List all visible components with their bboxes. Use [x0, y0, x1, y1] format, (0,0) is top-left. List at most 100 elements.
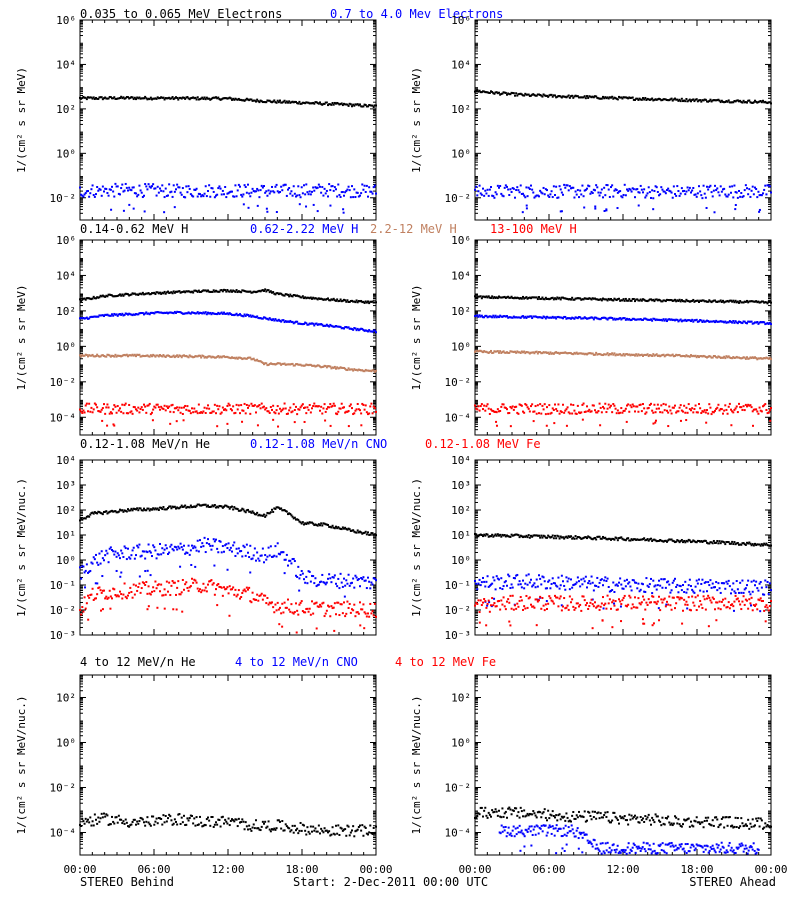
data-point	[186, 355, 189, 358]
data-point	[173, 206, 176, 209]
data-point	[702, 184, 705, 187]
data-point	[301, 323, 304, 326]
data-point	[565, 317, 568, 320]
data-point	[671, 99, 674, 102]
data-point	[301, 572, 304, 575]
data-point	[253, 547, 256, 550]
data-point	[237, 404, 240, 407]
data-point	[739, 99, 742, 102]
data-point	[269, 545, 272, 548]
data-point	[618, 353, 620, 356]
data-point	[266, 410, 269, 413]
data-point	[165, 547, 168, 550]
data-point	[251, 187, 254, 190]
data-point	[364, 300, 367, 303]
data-point	[305, 297, 308, 300]
data-point	[104, 597, 107, 600]
data-point	[542, 351, 545, 354]
data-point	[303, 101, 305, 104]
data-point	[623, 183, 626, 186]
data-point	[606, 318, 609, 321]
y-tick-label: 10⁶	[451, 14, 471, 27]
data-point	[320, 323, 323, 326]
data-point	[168, 505, 171, 508]
data-point	[674, 97, 676, 100]
data-point	[361, 369, 364, 372]
data-point	[655, 298, 658, 301]
data-point	[109, 510, 112, 513]
data-point	[552, 185, 555, 188]
data-point	[216, 193, 219, 196]
data-point	[606, 184, 609, 187]
data-point	[704, 320, 707, 323]
data-point	[331, 524, 334, 527]
data-point	[733, 408, 736, 411]
data-point	[637, 299, 640, 302]
data-point	[330, 324, 333, 327]
data-point	[192, 505, 195, 508]
data-point	[757, 190, 760, 193]
data-point	[709, 300, 712, 303]
data-point	[651, 189, 654, 192]
data-point	[535, 412, 538, 415]
data-point	[613, 352, 616, 355]
data-point	[660, 300, 663, 303]
data-point	[501, 194, 504, 197]
data-point	[711, 99, 714, 102]
data-point	[618, 190, 620, 193]
data-point	[97, 315, 100, 318]
data-point	[685, 190, 688, 193]
data-point	[536, 352, 539, 355]
data-point	[135, 408, 137, 411]
data-point	[123, 97, 126, 100]
data-point	[616, 318, 619, 321]
data-point	[237, 313, 240, 316]
data-point	[696, 320, 699, 323]
data-point	[566, 317, 569, 320]
data-point	[576, 297, 579, 300]
data-point	[93, 297, 96, 300]
data-point	[354, 196, 357, 199]
data-point	[241, 195, 244, 198]
data-point	[708, 355, 711, 358]
data-point	[507, 295, 510, 298]
data-point	[736, 411, 739, 414]
data-point	[200, 290, 203, 293]
data-point	[160, 96, 163, 99]
data-point	[92, 96, 95, 99]
data-point	[741, 408, 744, 411]
data-point	[543, 351, 546, 354]
data-point	[332, 297, 335, 300]
data-point	[707, 100, 710, 103]
data-point	[79, 354, 81, 357]
data-point	[754, 356, 756, 359]
data-point	[121, 183, 124, 186]
data-point	[666, 409, 668, 412]
data-point	[313, 189, 316, 192]
data-point	[304, 581, 307, 584]
data-point	[159, 187, 161, 190]
data-point	[256, 424, 259, 427]
data-point	[82, 354, 85, 357]
data-point	[373, 577, 376, 580]
data-point	[226, 355, 229, 358]
data-point	[145, 509, 148, 512]
data-point	[324, 364, 327, 367]
data-point	[129, 586, 132, 589]
data-point	[192, 291, 195, 294]
data-point	[120, 187, 123, 190]
data-point	[354, 103, 357, 106]
data-point	[98, 552, 101, 555]
data-point	[589, 316, 592, 319]
data-point	[311, 297, 313, 300]
data-point	[554, 351, 556, 354]
data-point	[260, 317, 263, 320]
data-point	[276, 362, 279, 365]
data-point	[748, 99, 751, 102]
data-point	[124, 312, 127, 315]
data-point	[734, 407, 737, 410]
data-point	[251, 99, 254, 102]
data-point	[260, 100, 263, 103]
data-point	[125, 510, 128, 513]
data-point	[235, 289, 238, 292]
